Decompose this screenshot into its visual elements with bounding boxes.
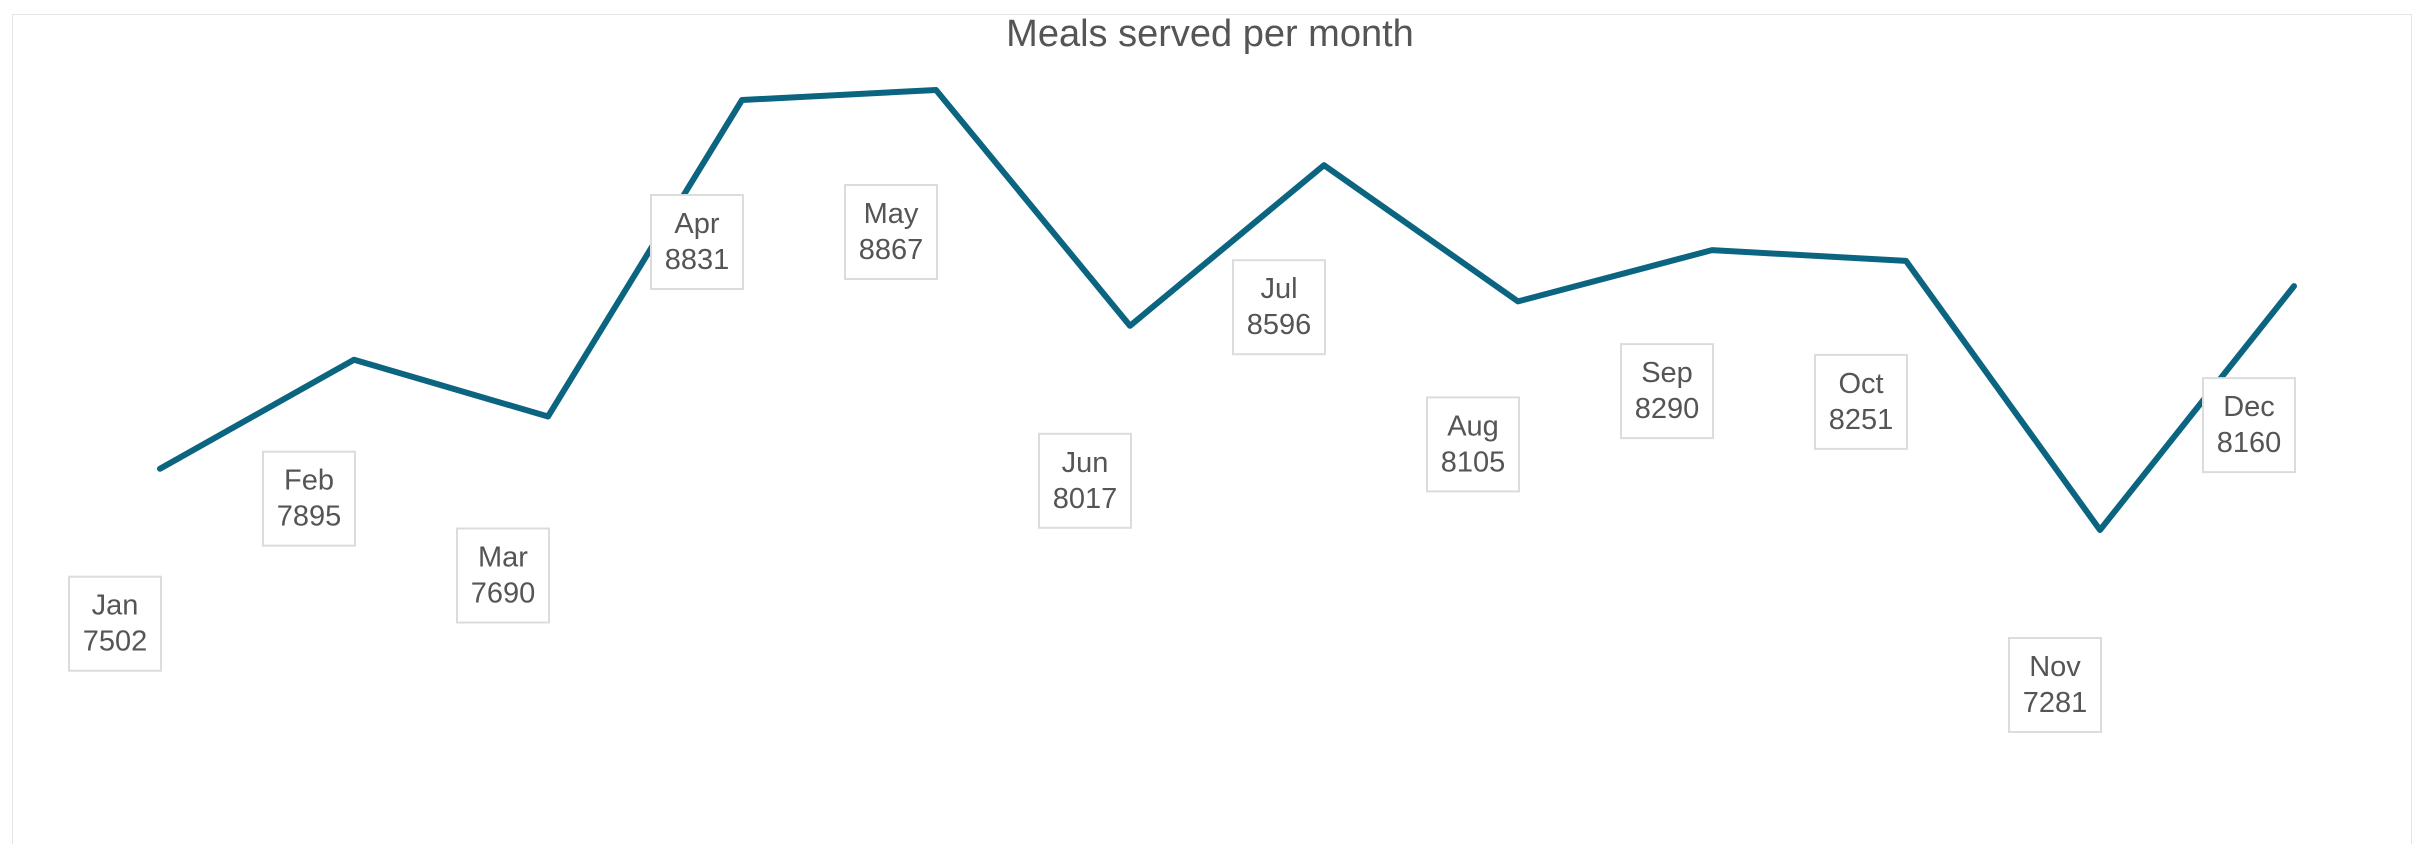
data-label: Oct 8251 <box>1814 353 1908 450</box>
tick-label: May <box>864 198 919 230</box>
value-label: 8017 <box>1053 483 1118 515</box>
tick-label: Jul <box>1260 273 1297 305</box>
data-label-box <box>68 575 162 672</box>
series-layer <box>157 87 2297 533</box>
data-label: May 8867 <box>844 184 938 280</box>
value-label: 8251 <box>1829 404 1894 436</box>
value-label: 7502 <box>83 626 148 658</box>
value-label: 7690 <box>471 578 536 610</box>
series-line <box>157 87 2297 533</box>
tick-label: Jan <box>92 590 139 622</box>
data-label-box <box>1426 396 1520 493</box>
value-label: 8831 <box>665 244 730 276</box>
data-label: Jun 8017 <box>1038 432 1132 529</box>
value-label: 8290 <box>1635 393 1700 425</box>
value-label: 8160 <box>2217 427 2282 459</box>
tick-label: Aug <box>1447 410 1499 442</box>
data-label: Aug 8105 <box>1426 396 1520 493</box>
tick-label: Sep <box>1641 357 1693 389</box>
data-label: Mar 7690 <box>456 527 550 624</box>
data-label-box <box>1814 353 1908 450</box>
data-label-box <box>1620 343 1714 440</box>
data-label: Feb 7895 <box>262 450 356 547</box>
tick-label: Dec <box>2223 391 2275 423</box>
tick-label: Mar <box>478 542 528 574</box>
value-label: 8867 <box>859 234 924 266</box>
data-label-box <box>2008 637 2102 733</box>
value-label: 7281 <box>2023 687 2088 719</box>
chart-frame <box>12 14 2412 844</box>
tick-label: Feb <box>284 465 334 497</box>
data-label-box <box>1232 259 1326 356</box>
data-label: Dec 8160 <box>2202 377 2296 474</box>
value-label: 7895 <box>277 501 342 533</box>
data-label: Sep 8290 <box>1620 343 1714 440</box>
label-layer: Jan 7502 Feb 7895 Mar 7690 Apr 8831 May 8867 Jun 80… <box>68 184 2296 733</box>
chart-title: Meals served per month <box>1006 13 1414 55</box>
tick-label: Apr <box>674 208 719 240</box>
tick-label: Nov <box>2029 651 2081 683</box>
data-label: Jul 8596 <box>1232 259 1326 356</box>
data-label: Apr 8831 <box>650 194 744 290</box>
data-label-box <box>456 527 550 624</box>
data-label: Jan 7502 <box>68 575 162 672</box>
value-label: 8596 <box>1247 309 1312 341</box>
tick-label: Oct <box>1838 368 1883 400</box>
tick-label: Jun <box>1062 447 1109 479</box>
data-label-box <box>262 450 356 547</box>
data-label-box <box>844 184 938 280</box>
data-label-box <box>2202 377 2296 474</box>
data-label-box <box>650 194 744 290</box>
data-label: Nov 7281 <box>2008 637 2102 733</box>
value-label: 8105 <box>1441 446 1506 478</box>
data-label-box <box>1038 432 1132 529</box>
